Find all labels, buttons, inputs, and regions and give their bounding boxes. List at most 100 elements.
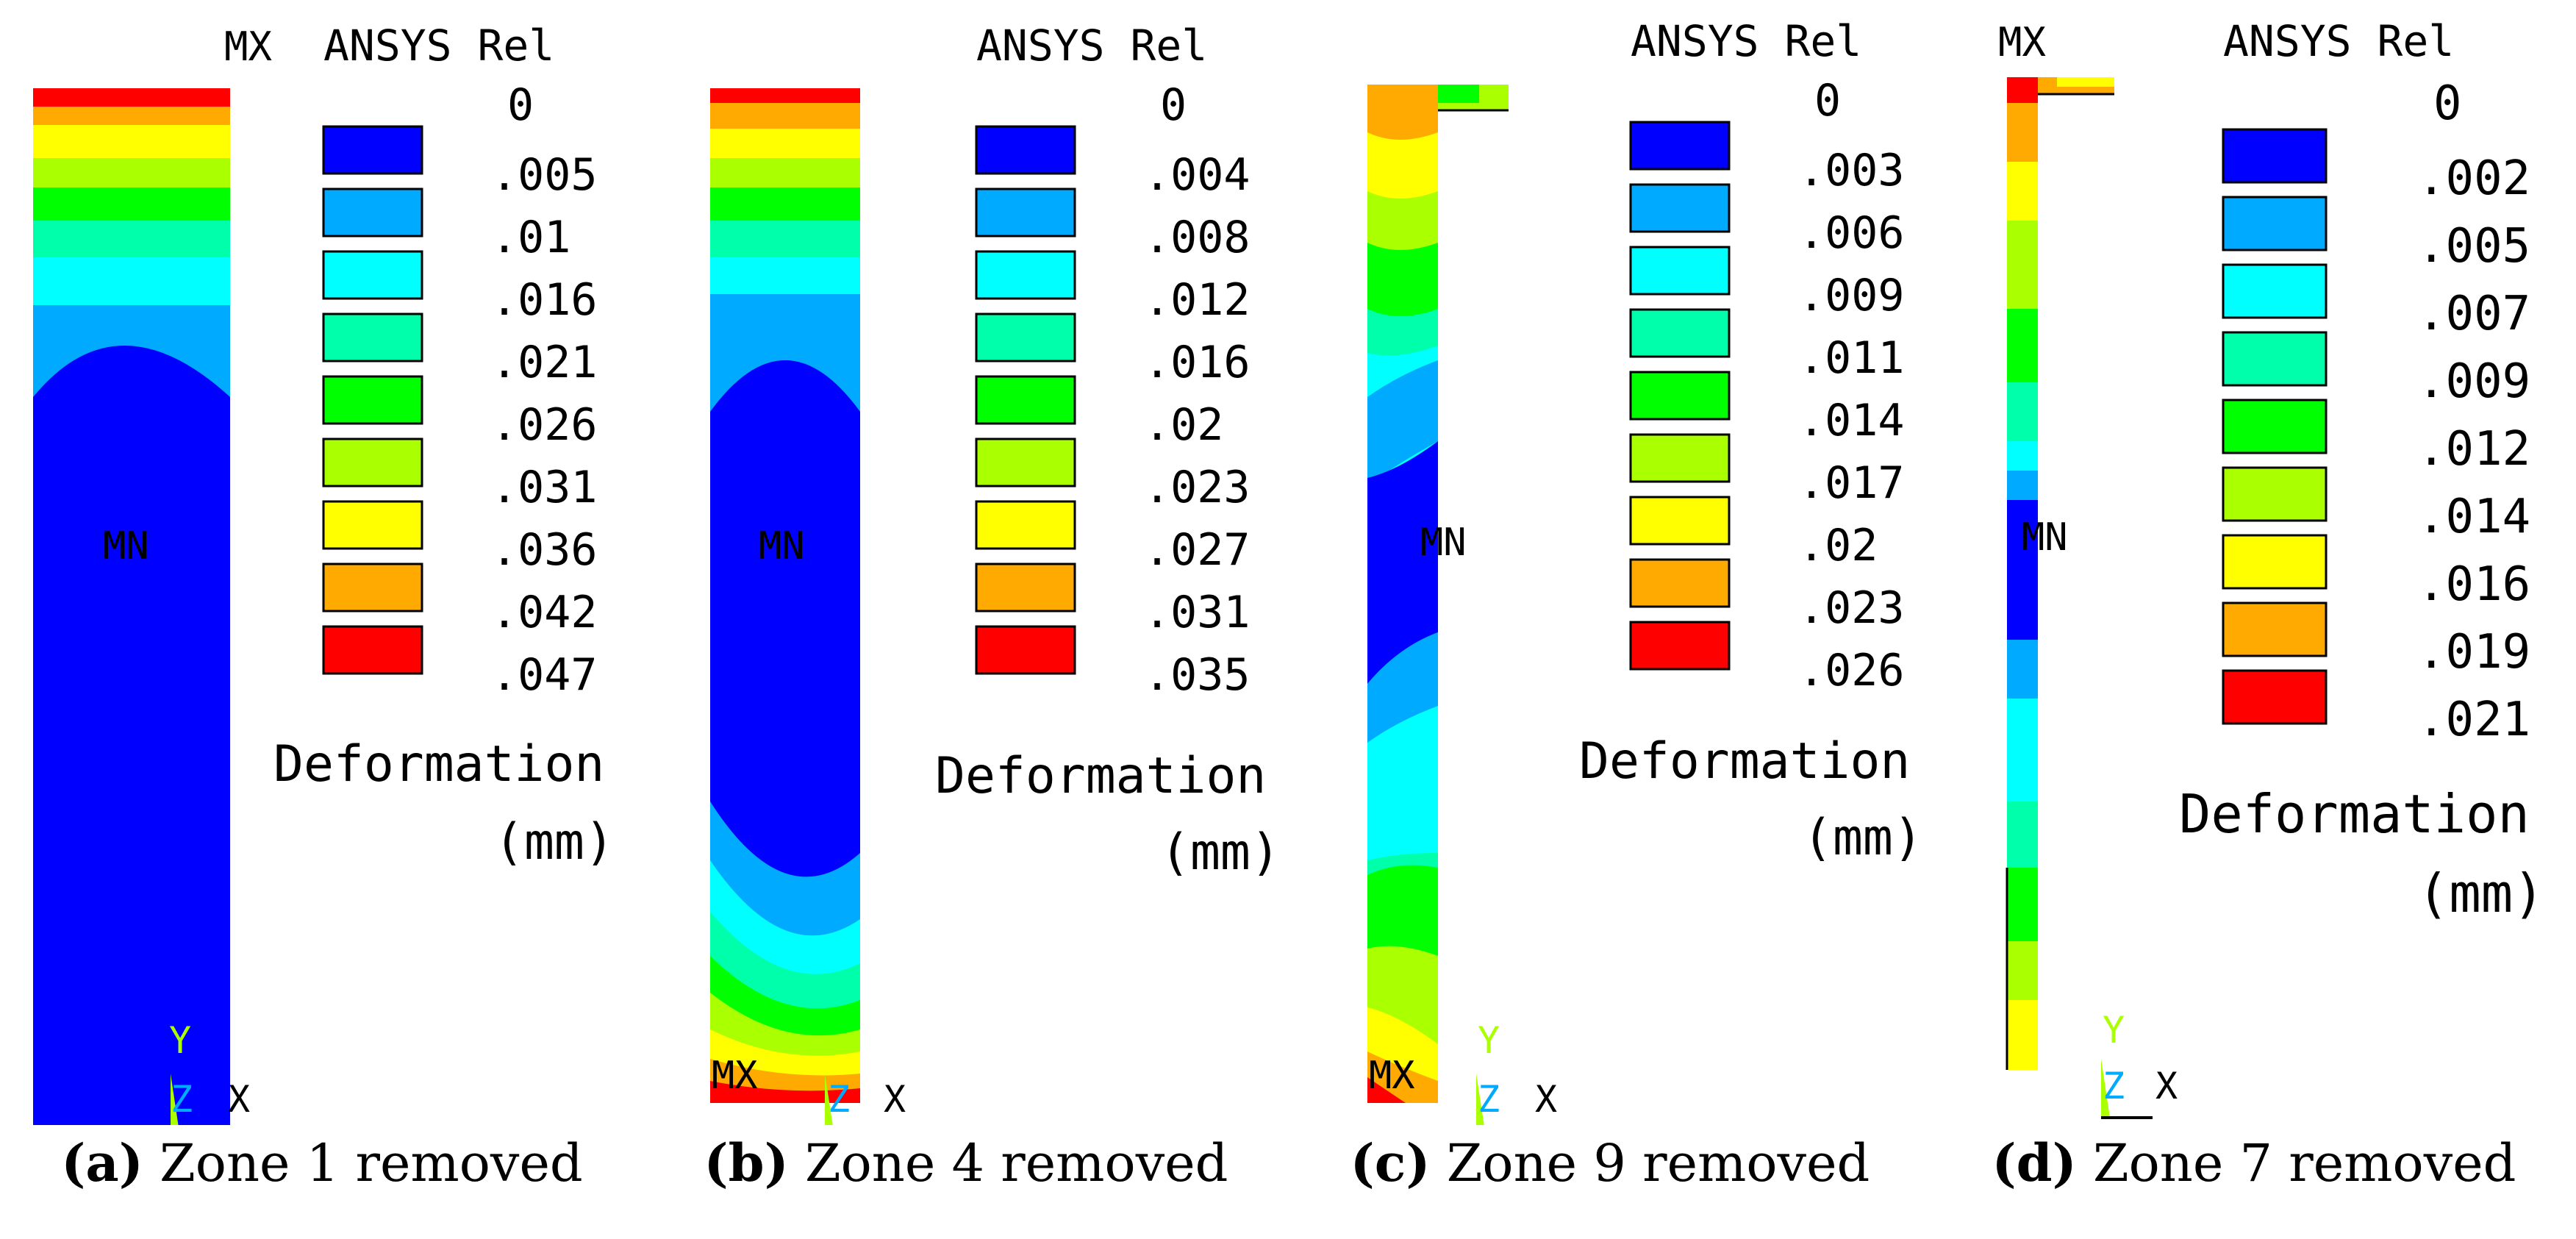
legend-title: ANSYS Rel: [323, 21, 554, 71]
triad-y-label: Y: [2103, 1009, 2125, 1051]
legend-swatch-0: [2222, 128, 2328, 184]
legend-value-7: .02: [1798, 520, 1878, 571]
legend-value-8: .023: [1798, 582, 1905, 634]
legend-swatch-0: [1629, 121, 1731, 171]
caption: (b) Zone 4 removed: [644, 1132, 1288, 1193]
legend-value-1: .004: [1144, 149, 1251, 201]
legend-value-9: .035: [1144, 649, 1251, 701]
legend-value-5: .026: [491, 399, 598, 451]
panel-c: MX MN Y Z X ANSYS Rel 0 .003 .006 .009 .011.…: [1288, 0, 1932, 1239]
triad-z-label: Z: [2103, 1065, 2125, 1107]
contour-plot-d: MX MN Y Z X ANSYS Rel 0 .002 .005 .007 .009.…: [1998, 16, 2544, 1119]
caption-text: Zone 7 removed: [2092, 1133, 2516, 1193]
max-label: MX: [1369, 1054, 1415, 1098]
legend-swatch-8: [2222, 669, 2328, 725]
caption-text: Zone 1 removed: [160, 1133, 583, 1193]
legend-title: ANSYS Rel: [2223, 16, 2454, 66]
legend-swatch-4: [1629, 371, 1731, 421]
legend-values: 0 .002 .005 .007 .009 .012 .014 .016 .019 .021: [2417, 76, 2530, 747]
legend-swatch-3: [975, 313, 1076, 363]
legend-swatch-4: [975, 375, 1076, 425]
legend-value-5: .012: [2417, 422, 2530, 476]
legend-swatch-4: [2222, 399, 2328, 454]
legend-swatches: [1629, 121, 1731, 671]
panel-b: MX MN Z X ANSYS Rel 0 .004 .008 .012 .016 .02…: [644, 0, 1288, 1239]
legend: ANSYS Rel 0 .004 .008 .012 .016 .02 .023 .027 .0…: [935, 21, 1281, 882]
legend-swatch-0: [322, 125, 423, 175]
legend-swatch-7: [2222, 601, 2328, 657]
legend-swatch-6: [975, 500, 1076, 550]
legend-value-1: .002: [2417, 151, 2530, 206]
triad-y-arrow: [171, 1074, 179, 1125]
legend-swatches: [975, 125, 1076, 675]
legend-value-6: .031: [491, 462, 598, 513]
legend-swatch-5: [2222, 466, 2328, 522]
legend-swatches: [322, 125, 423, 675]
legend-value-9: .026: [1798, 645, 1905, 696]
caption: (d) Zone 7 removed: [1932, 1132, 2576, 1193]
min-label: MN: [1420, 521, 1467, 565]
triad-x-label: X: [228, 1078, 250, 1121]
contour-plot-a: MX MN Y Z X ANSYS Rel 0 .005 .01 .016 .021 .0…: [33, 21, 615, 1125]
legend-swatch-2: [322, 250, 423, 300]
legend-swatch-1: [975, 188, 1076, 238]
legend-value-6: .017: [1798, 457, 1905, 509]
unit-label: Deformation: [935, 747, 1266, 805]
legend-swatch-8: [1629, 621, 1731, 671]
triad-z-label: Z: [1478, 1078, 1500, 1121]
min-label: MN: [103, 524, 149, 568]
legend-value-7: .016: [2417, 557, 2530, 612]
panel-d: MX MN Y Z X ANSYS Rel 0 .002 .005 .007 .009.…: [1932, 0, 2576, 1239]
legend-value-2: .01: [491, 212, 570, 263]
unit: (mm): [2417, 863, 2544, 924]
unit-label: Deformation: [1579, 732, 1910, 790]
legend-value-8: .031: [1144, 587, 1251, 638]
legend-swatch-1: [322, 188, 423, 238]
legend-swatch-1: [1629, 183, 1731, 233]
min-label: MN: [2022, 515, 2068, 560]
legend-swatch-5: [322, 438, 423, 488]
legend-swatch-6: [2222, 534, 2328, 590]
legend-value-0: 0: [1814, 75, 1841, 126]
max-label: MX: [712, 1054, 758, 1098]
caption: (c) Zone 9 removed: [1288, 1132, 1932, 1193]
legend-swatch-3: [322, 313, 423, 363]
min-label: MN: [759, 524, 805, 568]
legend: ANSYS Rel 0 .005 .01 .016 .021 .026 .031 .036 .0…: [273, 21, 615, 871]
contour-plot-c: MX MN Y Z X ANSYS Rel 0 .003 .006 .009 .011.…: [1367, 16, 1923, 1125]
caption-text: Zone 4 removed: [804, 1133, 1228, 1193]
legend-swatch-1: [2222, 196, 2328, 251]
triad-x-label: X: [2155, 1065, 2178, 1107]
legend-swatch-7: [975, 563, 1076, 613]
legend-value-0: 0: [1160, 79, 1187, 131]
legend-swatch-4: [322, 375, 423, 425]
triad-x-label: X: [1535, 1078, 1557, 1121]
max-label: MX: [1998, 19, 2047, 65]
legend-value-6: .014: [2417, 490, 2530, 544]
legend-value-3: .012: [1144, 274, 1251, 326]
legend-swatch-7: [322, 563, 423, 613]
legend-value-9: .047: [491, 649, 598, 701]
legend-value-6: .023: [1144, 462, 1251, 513]
legend-value-3: .016: [491, 274, 598, 326]
legend-swatch-2: [1629, 246, 1731, 296]
legend-value-3: .007: [2417, 287, 2530, 341]
caption-text: Zone 9 removed: [1446, 1133, 1870, 1193]
legend-value-8: .042: [491, 587, 598, 638]
legend-swatch-0: [975, 125, 1076, 175]
legend-value-4: .011: [1798, 332, 1905, 384]
legend-value-4: .016: [1144, 337, 1251, 388]
triad-z-label: Z: [828, 1078, 850, 1121]
legend-swatch-7: [1629, 558, 1731, 608]
legend-values: 0 .005 .01 .016 .021 .026 .031 .036 .042 .047: [491, 79, 598, 701]
unit-label: Deformation: [2179, 783, 2530, 845]
legend-swatch-8: [322, 625, 423, 675]
legend-swatch-5: [975, 438, 1076, 488]
legend-swatch-3: [2222, 331, 2328, 387]
triad-x-label: X: [884, 1078, 906, 1121]
legend-swatch-2: [975, 250, 1076, 300]
legend-swatch-6: [322, 500, 423, 550]
unit: (mm): [1160, 824, 1281, 882]
legend-swatch-5: [1629, 433, 1731, 483]
unit-label: Deformation: [273, 735, 604, 793]
